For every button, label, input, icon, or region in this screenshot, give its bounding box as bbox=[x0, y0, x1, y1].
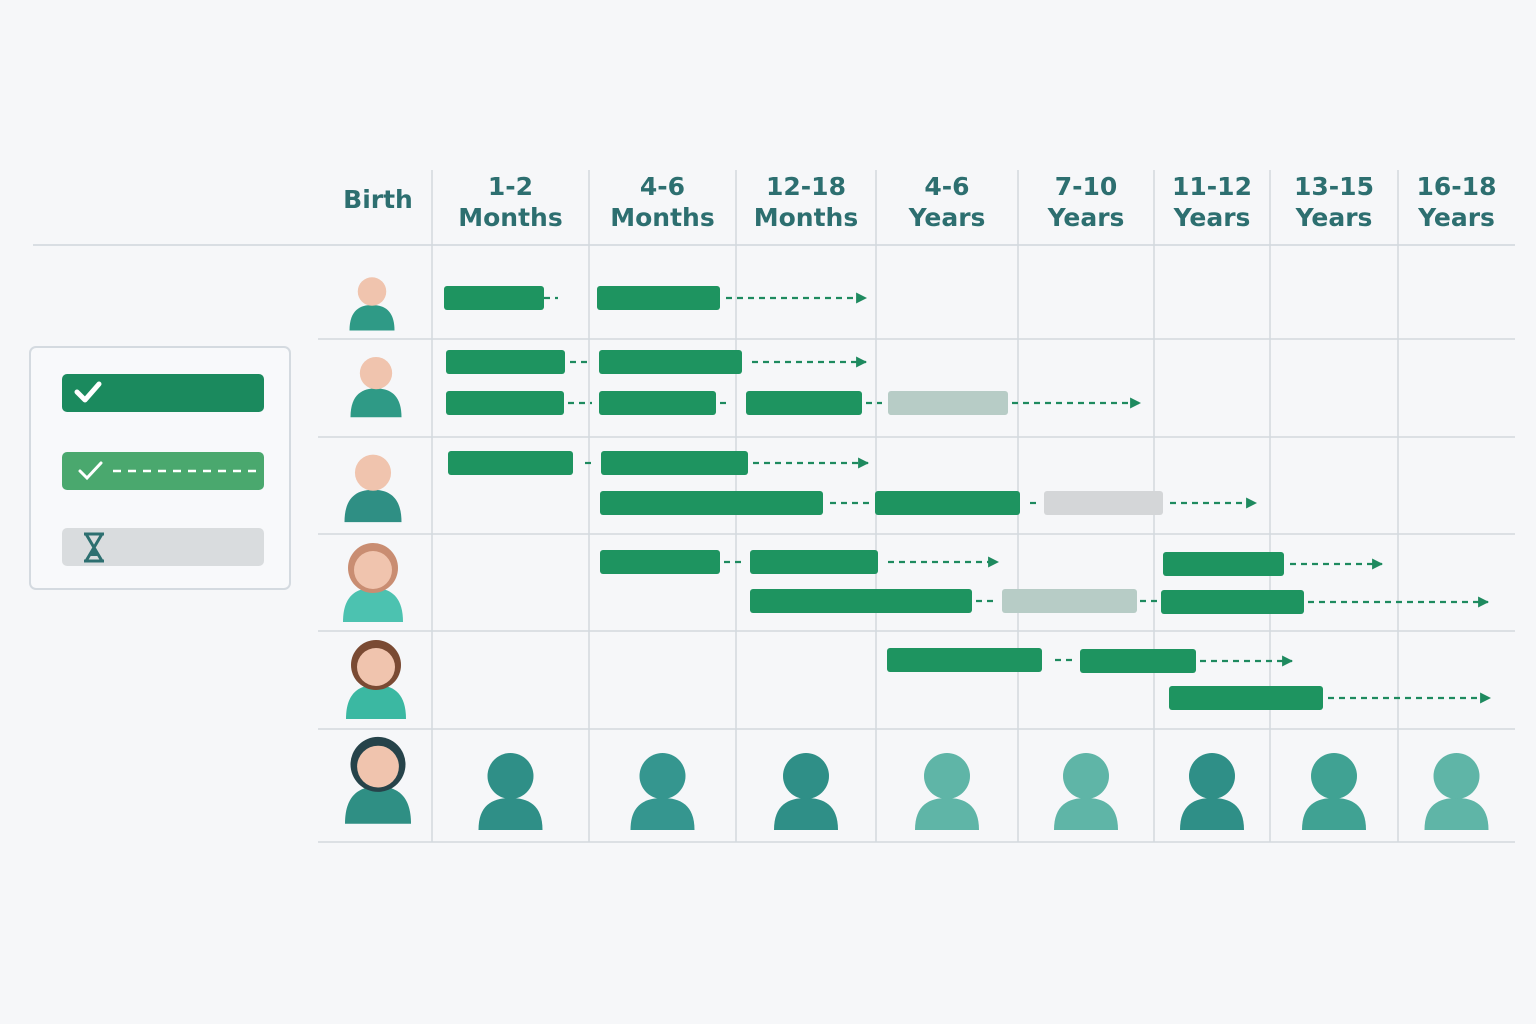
hourglass-icon bbox=[84, 532, 104, 563]
grid: Birth 1-2Months4-6Months12-18Months4-6Yea… bbox=[33, 170, 1515, 843]
column-header: Birth bbox=[343, 185, 413, 214]
avatar-body bbox=[344, 489, 402, 523]
silhouette bbox=[1424, 753, 1489, 830]
silhouette-body bbox=[1424, 798, 1489, 830]
silhouette-body bbox=[1302, 798, 1366, 830]
column-header: 12-18 bbox=[766, 172, 846, 201]
column-header: Months bbox=[610, 203, 714, 232]
silhouette-head bbox=[639, 753, 686, 799]
avatar bbox=[345, 736, 411, 824]
timeline-bar bbox=[446, 391, 564, 415]
legend-pending bbox=[62, 528, 264, 566]
silhouette-head bbox=[783, 753, 829, 799]
timeline-bar bbox=[750, 550, 878, 574]
avatar bbox=[349, 277, 395, 331]
timeline-bar bbox=[1080, 649, 1196, 673]
column-header: 11-12 bbox=[1172, 172, 1252, 201]
column-header: Years bbox=[1295, 203, 1373, 232]
column-header: 16-18 bbox=[1417, 172, 1497, 201]
avatar-head bbox=[354, 551, 392, 589]
silhouette-body bbox=[1180, 798, 1244, 830]
timeline-bar bbox=[448, 451, 573, 475]
legend-done bbox=[62, 374, 264, 412]
column-header: Years bbox=[908, 203, 986, 232]
avatar-head bbox=[359, 356, 393, 390]
timeline-bar bbox=[887, 648, 1042, 672]
silhouette-body bbox=[774, 798, 838, 830]
avatar-head bbox=[357, 277, 387, 306]
timeline-bar bbox=[1163, 552, 1284, 576]
column-header: Months bbox=[458, 203, 562, 232]
silhouette-body bbox=[478, 798, 543, 830]
column-header: Years bbox=[1047, 203, 1125, 232]
avatar-head bbox=[357, 648, 395, 686]
timeline-bar bbox=[1044, 491, 1163, 515]
silhouette-body bbox=[915, 798, 979, 830]
avatar bbox=[346, 640, 406, 719]
timeline-bar bbox=[597, 286, 720, 310]
timeline-bar bbox=[888, 391, 1008, 415]
timeline-bar bbox=[600, 550, 720, 574]
silhouette-body bbox=[630, 798, 695, 830]
column-header: 7-10 bbox=[1055, 172, 1118, 201]
silhouette-head bbox=[1433, 753, 1480, 799]
silhouette bbox=[1302, 753, 1366, 830]
avatar-body bbox=[346, 685, 406, 719]
column-header: 1-2 bbox=[488, 172, 533, 201]
hourglass-sand bbox=[88, 548, 100, 556]
silhouette-head bbox=[1063, 753, 1109, 799]
timeline-bar bbox=[446, 350, 565, 374]
timeline-bar bbox=[599, 350, 742, 374]
timeline-bar bbox=[600, 491, 823, 515]
column-header: 4-6 bbox=[640, 172, 685, 201]
column-header: Years bbox=[1417, 203, 1495, 232]
column-header: Years bbox=[1173, 203, 1251, 232]
column-header: 4-6 bbox=[924, 172, 969, 201]
timeline-bar bbox=[1161, 590, 1304, 614]
silhouette-head bbox=[487, 753, 534, 799]
avatar-head bbox=[354, 454, 392, 491]
timeline-bar bbox=[1002, 589, 1137, 613]
silhouette-head bbox=[924, 753, 970, 799]
silhouette bbox=[1054, 753, 1118, 830]
check-icon bbox=[78, 461, 103, 481]
avatar bbox=[343, 543, 403, 622]
legend bbox=[29, 346, 291, 590]
column-header: 13-15 bbox=[1294, 172, 1374, 201]
silhouette-body bbox=[1054, 798, 1118, 830]
silhouette-head bbox=[1311, 753, 1357, 799]
timeline-bar bbox=[750, 589, 972, 613]
avatar-body bbox=[350, 388, 402, 418]
check-icon bbox=[74, 381, 102, 403]
avatar bbox=[350, 356, 402, 418]
timeline-bar bbox=[1169, 686, 1323, 710]
silhouette bbox=[630, 753, 695, 830]
avatar bbox=[344, 454, 402, 523]
timeline-bar bbox=[601, 451, 748, 475]
timeline-bar bbox=[599, 391, 716, 415]
silhouette bbox=[774, 753, 838, 830]
silhouette bbox=[1180, 753, 1244, 830]
avatar-body bbox=[349, 305, 395, 331]
silhouette bbox=[915, 753, 979, 830]
avatar-head bbox=[357, 745, 399, 788]
avatar-body bbox=[343, 588, 403, 622]
timeline-bar bbox=[875, 491, 1020, 515]
column-header: Months bbox=[754, 203, 858, 232]
silhouette bbox=[478, 753, 543, 830]
timeline-bar bbox=[444, 286, 544, 310]
timeline-bar bbox=[746, 391, 862, 415]
avatar-body bbox=[345, 786, 411, 824]
silhouette-head bbox=[1189, 753, 1235, 799]
